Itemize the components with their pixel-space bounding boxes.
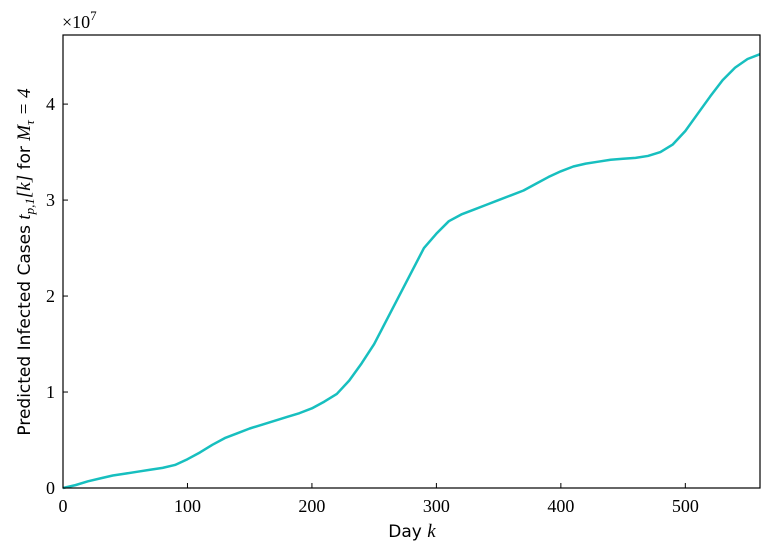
x-tick-label: 200	[298, 496, 325, 516]
plot-frame	[62, 34, 761, 489]
y-label-bracket: [	[14, 189, 35, 198]
x-tick-label: 300	[423, 496, 450, 516]
y-tick-label: 3	[46, 190, 55, 210]
y-label-eq: = 4	[14, 88, 35, 120]
x-label: Day k	[388, 521, 436, 542]
y-tick-label: 1	[46, 382, 55, 402]
y-tick-label: 0	[46, 478, 55, 498]
y-label-sub: p,1	[22, 198, 37, 215]
y-label-text: for	[15, 141, 35, 175]
x-label-var: k	[427, 521, 436, 542]
y-label-sub: τ	[22, 119, 37, 125]
y-label-var: M	[14, 124, 35, 142]
x-tick-label: 500	[672, 496, 699, 516]
line	[62, 53, 761, 490]
y-tick-label: 4	[46, 94, 55, 114]
offset-exponent: 7	[90, 8, 97, 23]
offset-text: ×107	[62, 8, 97, 32]
y-label: Predicted Infected Cases tp,1[k] for Mτ …	[14, 88, 37, 436]
offset-base: ×10	[62, 12, 90, 32]
x-tick-label: 400	[547, 496, 574, 516]
y-label-bracket: ]	[14, 175, 35, 183]
y-tick-label: 2	[46, 286, 55, 306]
y-label-var: t	[14, 214, 35, 220]
x-tick-label: 0	[59, 496, 68, 516]
y-label-var: k	[14, 182, 35, 191]
x-tick-label: 100	[174, 496, 201, 516]
y-label-text: Predicted Infected Cases	[15, 220, 35, 436]
x-label-text: Day	[388, 522, 427, 542]
